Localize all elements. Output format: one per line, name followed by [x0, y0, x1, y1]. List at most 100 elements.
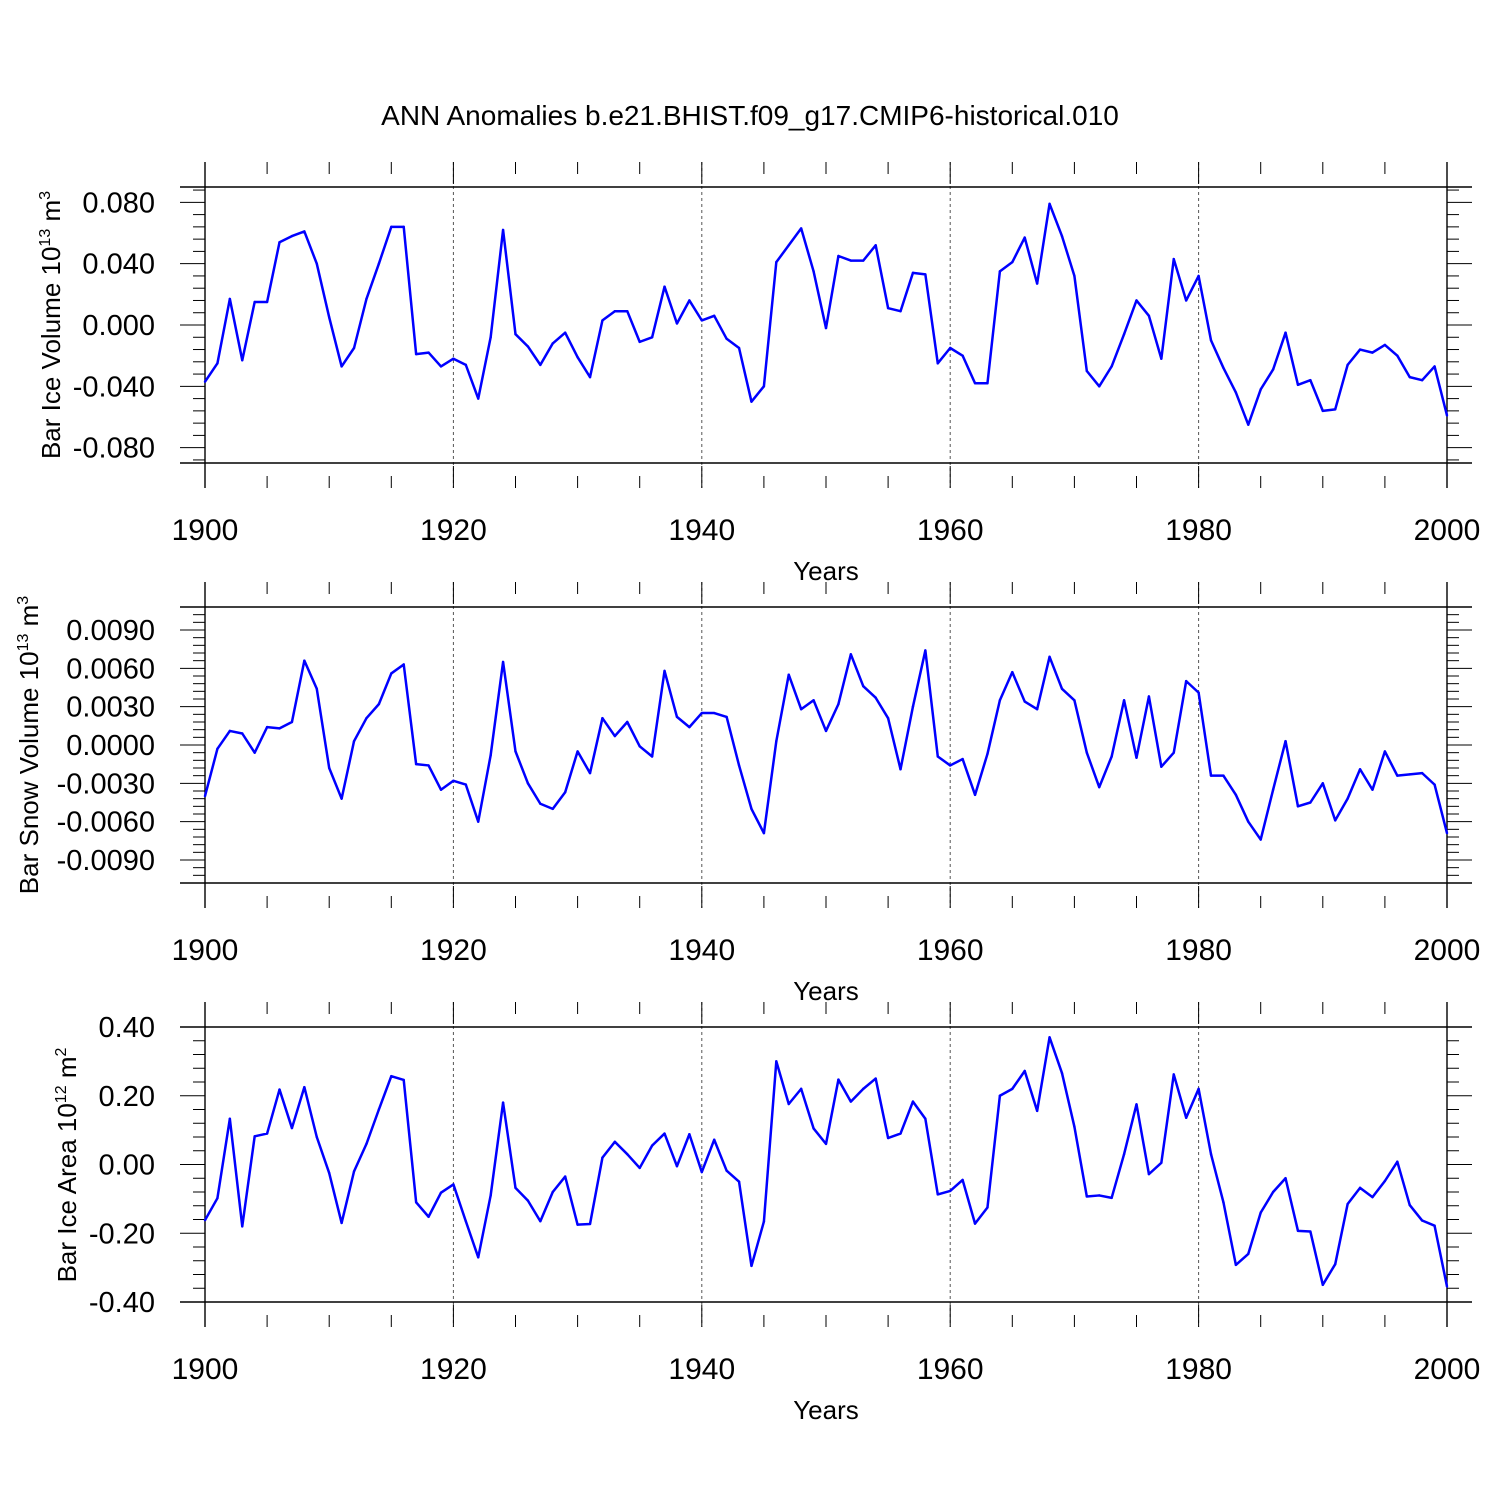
data-point [539, 1220, 542, 1223]
data-point [837, 702, 840, 706]
x-axis-title: Years [793, 556, 859, 586]
data-point [1259, 1211, 1262, 1214]
data-point [675, 715, 679, 719]
data-point [638, 1166, 641, 1170]
data-point [1408, 773, 1411, 776]
data-point [377, 1108, 381, 1111]
data-point [650, 755, 654, 758]
data-point [1073, 274, 1076, 278]
data-point [228, 1117, 232, 1120]
data-point [1197, 274, 1200, 278]
x-tick-label: 1920 [420, 1353, 487, 1386]
data-point [961, 354, 964, 357]
data-point [303, 659, 306, 662]
data-point [1334, 408, 1337, 411]
data-point [1358, 1186, 1362, 1190]
data-point [911, 705, 915, 708]
figure-title: ANN Anomalies b.e21.BHIST.f09_g17.CMIP6-… [381, 100, 1119, 131]
data-point [986, 752, 989, 756]
data-point [1420, 771, 1424, 775]
data-point [1222, 366, 1225, 370]
data-point [1122, 699, 1126, 702]
data-point [899, 310, 902, 313]
y-tick-label: -0.0090 [57, 845, 155, 877]
data-point [1172, 257, 1175, 261]
y-tick-label: -0.0060 [57, 807, 155, 839]
data-point [551, 807, 554, 811]
data-point [439, 788, 443, 791]
data-point [1371, 788, 1374, 791]
data-point [1098, 1194, 1101, 1197]
panel-ylabel: Bar Ice Volume 1013 m3 [36, 191, 66, 459]
data-point [998, 270, 1002, 273]
y-tick-label: 0.080 [82, 187, 155, 219]
series-line [203, 649, 1449, 841]
data-point [390, 225, 393, 229]
data-point [1160, 765, 1163, 768]
data-point [390, 1074, 393, 1078]
data-point [203, 1218, 207, 1222]
data-point [1147, 1172, 1151, 1176]
y-tick-label: -0.20 [89, 1218, 155, 1250]
data-point [439, 1191, 443, 1194]
data-point [1060, 234, 1064, 238]
data-point [1147, 695, 1151, 698]
x-tick-label: 2000 [1414, 514, 1481, 547]
data-point [824, 729, 828, 733]
ylabel-main: Bar Ice Volume 10 [36, 247, 66, 459]
data-point [762, 1220, 766, 1223]
data-point [1309, 379, 1312, 382]
data-point [986, 1206, 989, 1209]
data-point [402, 225, 405, 229]
y-tick-label: -0.40 [89, 1287, 155, 1319]
x-tick-label: 1900 [172, 1353, 239, 1386]
data-point [1334, 1262, 1337, 1266]
data-point [290, 720, 294, 724]
ylabel-unit-exponent: 3 [37, 191, 54, 200]
data-point [986, 382, 989, 385]
data-point [849, 1100, 853, 1103]
data-point [725, 715, 728, 719]
y-tick-label: 0.000 [82, 310, 155, 342]
data-point [775, 739, 778, 743]
data-point [675, 1165, 679, 1168]
data-point [762, 831, 766, 835]
data-point [936, 1193, 939, 1196]
data-point [365, 1142, 368, 1146]
data-point [837, 1078, 840, 1081]
data-point [973, 1222, 977, 1225]
data-point [626, 1152, 629, 1156]
data-point [1433, 1224, 1436, 1227]
data-point [1209, 774, 1213, 777]
data-point [501, 660, 505, 664]
x-tick-label: 1940 [668, 514, 735, 547]
data-point [812, 699, 815, 702]
data-point [700, 319, 703, 322]
data-point [1098, 385, 1101, 388]
data-point [663, 1132, 666, 1135]
y-tick-label: 0.0090 [66, 615, 155, 647]
data-point [1383, 343, 1387, 347]
data-point [1396, 1160, 1399, 1163]
x-tick-label: 2000 [1414, 1353, 1481, 1386]
data-point [874, 1077, 877, 1080]
ylabel-unit-exponent: 3 [15, 596, 32, 605]
data-point [973, 793, 977, 797]
data-point [1396, 354, 1399, 357]
data-point [315, 1135, 318, 1139]
y-tick-label: 0.40 [99, 1012, 155, 1044]
data-point [663, 285, 666, 288]
series-line [203, 202, 1449, 426]
data-point [1296, 805, 1300, 808]
data-point [799, 1087, 803, 1091]
data-point [1321, 1283, 1325, 1287]
data-point [762, 385, 766, 388]
data-point [1383, 750, 1387, 753]
ylabel-text: Bar Snow Volume 1013 m3 [14, 596, 44, 895]
ylabel-unit: m [14, 605, 44, 634]
ylabel-exponent: 13 [37, 229, 54, 247]
data-point [1222, 1201, 1225, 1204]
x-tick-label: 1980 [1165, 934, 1232, 967]
data-point [787, 673, 790, 676]
